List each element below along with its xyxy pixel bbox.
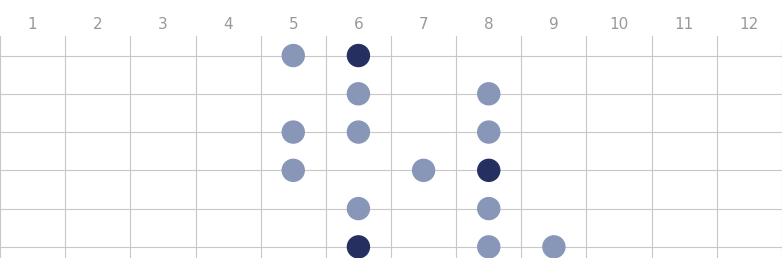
Ellipse shape <box>478 121 500 143</box>
Ellipse shape <box>347 121 369 143</box>
Ellipse shape <box>282 159 304 181</box>
Ellipse shape <box>347 236 369 258</box>
Ellipse shape <box>478 83 500 105</box>
Ellipse shape <box>347 45 369 67</box>
Ellipse shape <box>478 198 500 220</box>
Ellipse shape <box>282 45 304 67</box>
Ellipse shape <box>413 159 435 181</box>
Ellipse shape <box>347 83 369 105</box>
Ellipse shape <box>478 236 500 258</box>
Ellipse shape <box>478 159 500 181</box>
Ellipse shape <box>282 121 304 143</box>
Ellipse shape <box>543 236 565 258</box>
Ellipse shape <box>347 198 369 220</box>
